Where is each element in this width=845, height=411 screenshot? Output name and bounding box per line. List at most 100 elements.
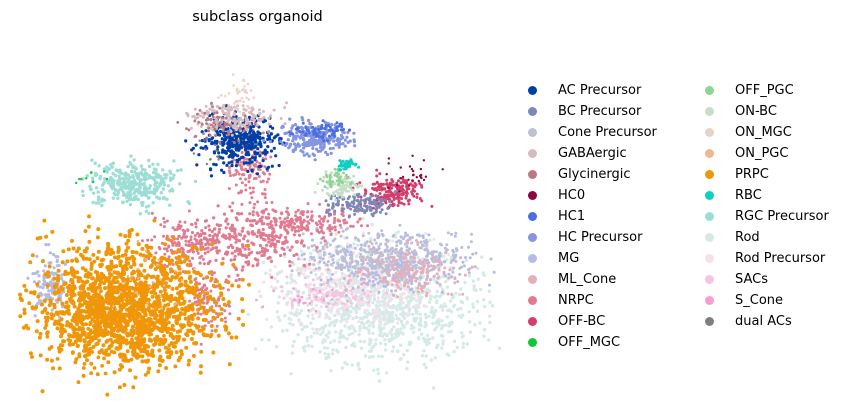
data-point	[153, 324, 158, 329]
data-point	[180, 236, 184, 240]
data-point	[380, 299, 384, 304]
data-point	[71, 246, 76, 251]
data-point	[362, 261, 365, 265]
data-point	[463, 273, 467, 277]
data-point	[339, 244, 343, 249]
data-point	[425, 267, 429, 271]
data-point	[302, 210, 306, 214]
data-point	[273, 265, 277, 269]
data-point	[87, 239, 92, 244]
data-point	[127, 287, 132, 292]
data-point	[351, 286, 355, 290]
data-point	[202, 237, 206, 241]
data-point	[90, 303, 95, 307]
data-point	[248, 173, 252, 177]
data-point	[276, 315, 280, 319]
data-point	[186, 290, 191, 295]
data-point	[391, 345, 396, 349]
data-point	[417, 294, 421, 299]
data-point	[451, 270, 455, 274]
data-point	[226, 245, 230, 249]
data-point	[419, 276, 423, 280]
data-point	[351, 224, 355, 228]
data-point	[329, 340, 333, 345]
data-point	[378, 303, 382, 308]
data-point	[193, 237, 197, 241]
data-point	[207, 320, 211, 324]
data-point	[359, 277, 363, 281]
data-point	[70, 351, 75, 355]
data-point	[52, 252, 56, 257]
data-point	[423, 248, 427, 252]
data-point	[88, 283, 93, 287]
data-point	[216, 333, 221, 338]
data-point	[290, 344, 295, 348]
data-point	[105, 248, 110, 253]
data-point	[367, 258, 371, 262]
data-point	[88, 309, 93, 314]
data-point	[289, 273, 293, 277]
data-point	[162, 234, 165, 238]
data-point	[434, 325, 439, 330]
data-point	[45, 331, 50, 336]
data-point	[261, 227, 265, 232]
data-point	[297, 271, 301, 275]
data-point	[365, 255, 369, 259]
data-point	[478, 321, 482, 325]
data-point	[323, 352, 327, 356]
data-point	[304, 283, 308, 287]
data-point	[244, 260, 248, 264]
data-point	[410, 241, 414, 245]
data-point	[165, 173, 169, 177]
data-point	[415, 269, 419, 273]
data-point	[355, 301, 359, 305]
data-point	[97, 195, 101, 199]
data-point	[433, 308, 437, 313]
data-point	[439, 327, 444, 331]
data-point	[295, 308, 299, 312]
data-point	[288, 221, 292, 225]
data-point	[196, 307, 201, 312]
data-point	[415, 277, 419, 280]
data-point	[412, 325, 416, 330]
data-point	[344, 253, 348, 257]
data-point	[55, 276, 60, 281]
data-point	[392, 255, 396, 259]
data-point	[369, 272, 373, 276]
data-point	[323, 243, 327, 247]
data-point	[228, 226, 232, 230]
data-point	[424, 232, 428, 236]
data-point	[236, 211, 240, 215]
data-point	[296, 216, 300, 220]
data-point	[163, 321, 168, 326]
data-point	[336, 298, 339, 301]
data-point	[387, 296, 392, 300]
data-point	[299, 309, 304, 313]
data-point	[378, 329, 382, 333]
data-point	[389, 338, 394, 342]
data-point	[408, 299, 412, 303]
data-point	[95, 372, 100, 377]
data-point	[331, 272, 335, 276]
data-point	[139, 263, 144, 268]
data-point	[351, 281, 355, 285]
data-point	[299, 322, 303, 327]
data-point	[156, 369, 161, 374]
data-point	[398, 343, 403, 347]
data-point	[319, 305, 323, 309]
data-point	[176, 291, 181, 296]
data-point	[174, 334, 179, 339]
data-point	[110, 340, 115, 345]
data-point	[423, 339, 427, 344]
data-point	[432, 313, 436, 317]
data-point	[364, 250, 368, 254]
data-point	[79, 252, 83, 257]
data-point	[359, 224, 363, 228]
data-point	[470, 265, 474, 269]
data-point	[248, 219, 252, 223]
data-point	[382, 332, 387, 336]
data-point	[326, 278, 330, 282]
data-point	[316, 250, 320, 254]
data-point	[395, 283, 399, 287]
data-point	[459, 299, 463, 304]
